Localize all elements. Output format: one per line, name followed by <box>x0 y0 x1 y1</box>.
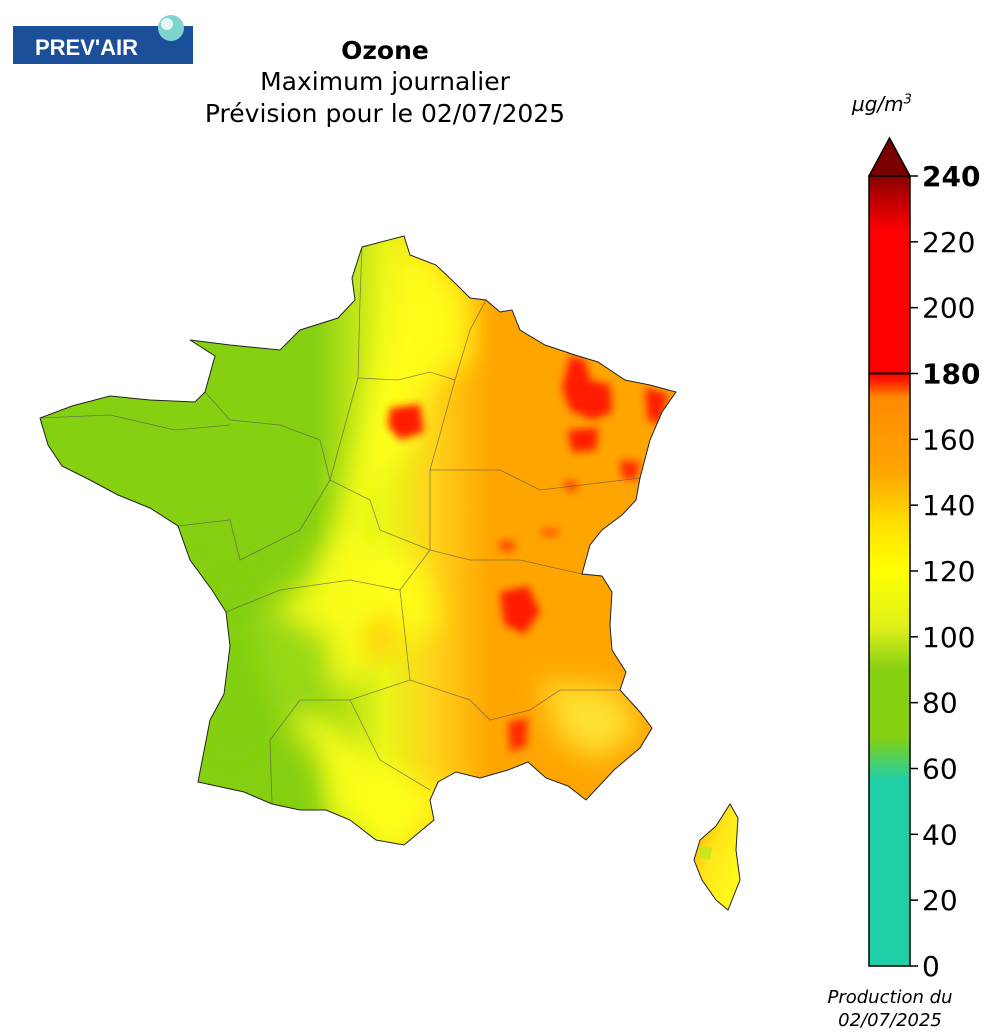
pollutant-title: Ozone <box>341 36 429 65</box>
tick-label: 20 <box>922 884 958 917</box>
forecast-date: Prévision pour le 02/07/2025 <box>204 99 566 128</box>
tick-label: 0 <box>922 950 940 983</box>
production-date: 02/07/2025 <box>838 1010 942 1031</box>
production-label: Production du <box>827 987 953 1008</box>
tick-label: 200 <box>922 292 975 325</box>
colorbar-bar <box>868 175 911 967</box>
production-note: Production du 02/07/2025 <box>800 986 980 1032</box>
prevair-logo: PREV'AIR <box>13 15 193 64</box>
unit-label: µg/m3 <box>852 92 912 116</box>
statistic-subtitle: Maximum journalier <box>260 67 510 96</box>
region-borders <box>40 246 641 805</box>
colorbar-ticks: 0 20 40 60 80 100 120 140 160 180 200 220 240 <box>869 160 980 983</box>
tick-label: 100 <box>922 621 975 654</box>
tick-label: 160 <box>922 423 975 456</box>
tick-label: 140 <box>922 489 975 522</box>
logo-text: PREV'AIR <box>35 35 138 60</box>
tick-label: 40 <box>922 818 958 851</box>
tick-label: 80 <box>922 687 958 720</box>
tick-label: 180 <box>922 358 980 391</box>
colorbar-extend-arrow <box>867 136 912 177</box>
tick-label: 220 <box>922 226 975 259</box>
tick-label: 120 <box>922 555 975 588</box>
tick-label: 60 <box>922 753 958 786</box>
map-title: Ozone Maximum journalier Prévision pour … <box>190 36 580 130</box>
france-outline <box>39 235 677 846</box>
tick-label: 240 <box>922 160 980 193</box>
corsica-island <box>693 803 741 911</box>
